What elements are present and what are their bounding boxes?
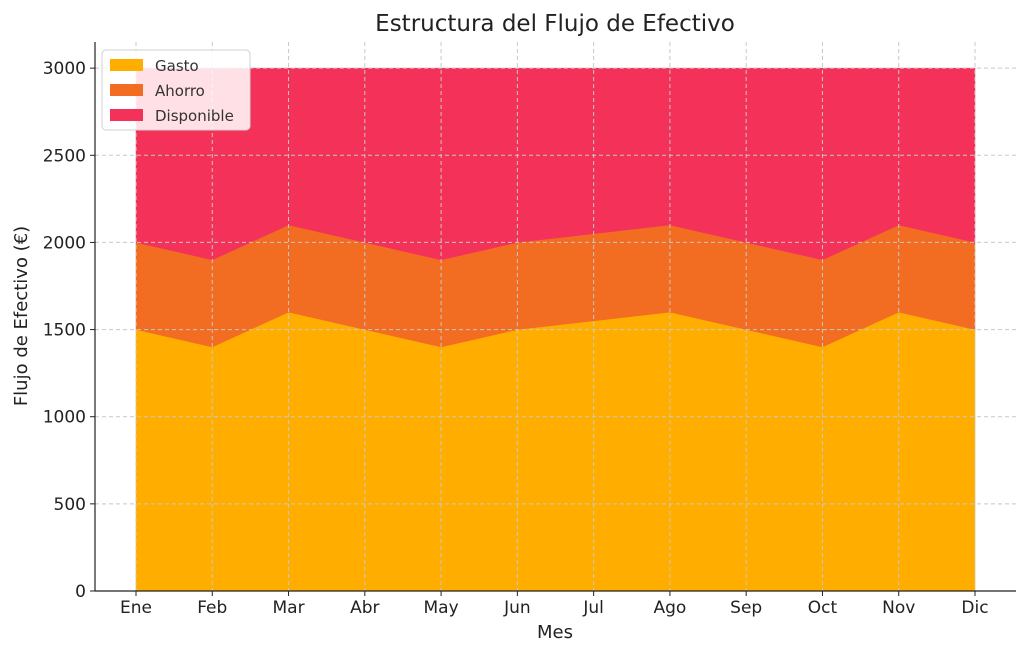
legend-swatch-disponible — [110, 109, 143, 121]
x-tick-label: Sep — [730, 598, 762, 618]
x-tick-label: May — [424, 598, 459, 618]
y-tick-label: 3000 — [43, 59, 86, 79]
x-tick-label: Ene — [120, 598, 152, 618]
x-tick-label: Ago — [653, 598, 686, 618]
y-tick-label: 1000 — [43, 408, 86, 428]
area-series-disponible — [135, 67, 976, 261]
x-tick-label: Feb — [197, 598, 227, 618]
y-tick-label: 0 — [75, 582, 86, 602]
chart-title: Estructura del Flujo de Efectivo — [375, 11, 735, 37]
legend-swatch-ahorro — [110, 84, 143, 96]
y-axis-label: Flujo de Efectivo (€) — [11, 226, 32, 406]
x-tick-label: Jun — [503, 598, 531, 618]
stacked-areas — [135, 67, 976, 592]
x-tick-label: Mar — [273, 598, 305, 618]
legend: Gasto Ahorro Disponible — [101, 49, 251, 131]
legend-label-gasto: Gasto — [155, 57, 199, 75]
y-tick-label: 500 — [54, 495, 86, 515]
y-tick-label: 2000 — [43, 233, 86, 253]
x-tick-label: Oct — [808, 598, 838, 618]
x-tick-label: Jul — [582, 598, 604, 618]
grid — [95, 42, 1016, 592]
x-tick-label: Nov — [882, 598, 915, 618]
x-tick-label: Abr — [350, 598, 379, 618]
x-tick-label: Dic — [961, 598, 988, 618]
y-tick-label: 1500 — [43, 321, 86, 341]
area-series-gasto — [135, 311, 976, 592]
y-tick-label: 2500 — [43, 146, 86, 166]
legend-swatch-gasto — [110, 59, 143, 71]
legend-label-disponible: Disponible — [155, 107, 234, 125]
axes: 0 500 1000 1500 2000 2500 3000 Ene Feb Mar Abr May J… — [43, 42, 1016, 618]
legend-label-ahorro: Ahorro — [155, 82, 205, 100]
x-axis-label: Mes — [537, 622, 573, 643]
